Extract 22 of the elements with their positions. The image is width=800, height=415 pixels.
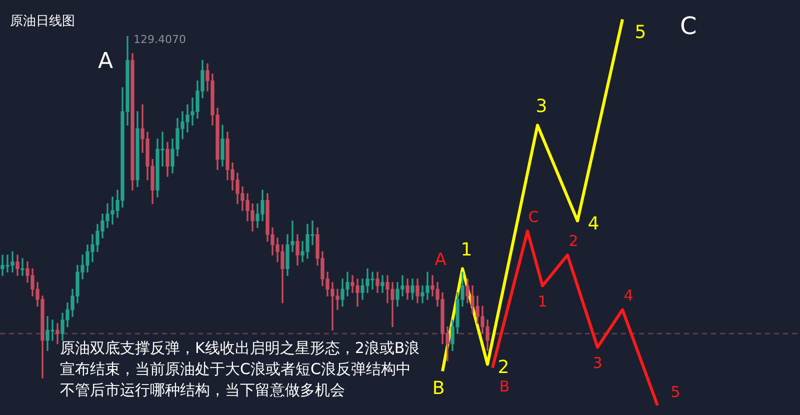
annotation: 4 [624,286,634,305]
annotation: 3 [592,354,602,372]
annotation: 2 [568,232,578,250]
annotation: 129.4070 [134,33,186,46]
annotation: 5 [634,22,646,43]
annotation: B [499,378,510,396]
annotation: 原油双底支撑反弹，K线收出启明之星形态，2浪或B浪宣布结束，当前原油处于大C浪或者短C浪反弹结构中不管后市运行哪种结构，当下留意做多机会 [60,338,421,401]
annotation: A [98,49,114,74]
candlestick [380,275,384,293]
annotation: 2 [498,357,510,378]
annotation: C [680,12,697,40]
candlestick [20,258,24,276]
annotation: 4 [588,214,600,235]
chart-title: 原油日线图 [10,13,75,30]
annotation: C [528,208,539,226]
text: 5 [670,383,680,402]
candlestick [56,323,60,344]
annotation: 1 [538,292,548,311]
annotation: B [432,378,445,399]
annotation: 3 [536,96,548,117]
annotation: 1 [460,239,472,260]
annotation: A [434,250,447,270]
